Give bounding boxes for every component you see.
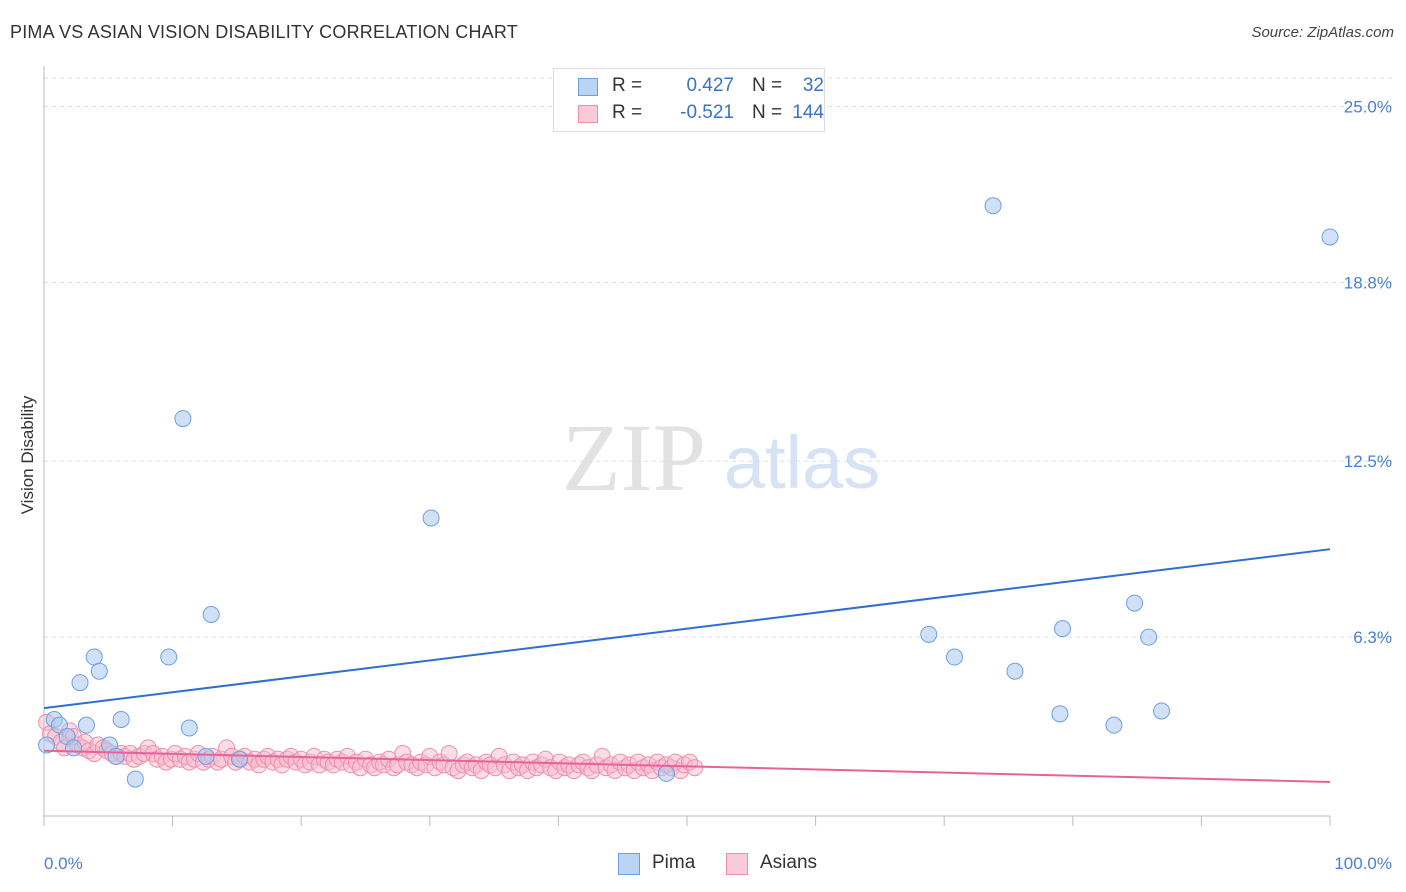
pima-r-label: R = — [612, 75, 643, 96]
pima-point — [1153, 702, 1171, 720]
pima-point — [1054, 620, 1072, 638]
pima-point — [126, 770, 144, 788]
asians-swatch — [578, 105, 598, 123]
pima-n-label: N = — [752, 75, 783, 96]
watermark-atlas: atlas — [724, 421, 880, 504]
y-tick-label: 6.3% — [1353, 628, 1392, 647]
pima-r-value: 0.427 — [686, 75, 734, 96]
pima-point — [920, 625, 938, 643]
pima-n-value: 32 — [802, 75, 824, 96]
pima-point — [90, 662, 108, 680]
correlation-legend: R = 0.427 N = 32 R = -0.521 N = 144 — [553, 68, 825, 132]
asians-trend-line — [43, 749, 1331, 783]
pima-point — [112, 710, 130, 728]
pima-point — [422, 509, 440, 527]
asians-n-label: N = — [752, 102, 783, 123]
y-tick-label: 18.8% — [1344, 273, 1392, 292]
pima-point — [984, 197, 1002, 215]
pima-point — [230, 750, 248, 768]
pima-legend-swatch — [618, 853, 640, 875]
x-tick-label-start: 0.0% — [44, 854, 83, 873]
pima-point — [107, 747, 125, 765]
pima-trend-line — [43, 548, 1331, 710]
pima-point — [1126, 594, 1144, 612]
pima-point — [657, 764, 675, 782]
y-tick-label: 12.5% — [1344, 452, 1392, 471]
x-tick-label-end: 100.0% — [1334, 854, 1392, 873]
pima-point — [38, 736, 56, 754]
pima-point — [71, 674, 89, 692]
asians-legend-swatch — [726, 853, 748, 875]
pima-point — [180, 719, 198, 737]
pima-swatch — [578, 78, 598, 96]
pima-point — [1140, 628, 1158, 646]
source-note: Source: ZipAtlas.com — [1251, 24, 1394, 41]
asians-r-label: R = — [612, 102, 643, 123]
asians-n-value: 144 — [792, 102, 824, 123]
pima-point — [1321, 228, 1339, 246]
pima-point — [160, 648, 178, 666]
pima-point — [1051, 705, 1069, 723]
pima-point — [77, 716, 95, 734]
pima-point — [1006, 662, 1024, 680]
watermark-zip: ZIP — [562, 404, 706, 511]
asians-point — [686, 759, 704, 777]
pima-point — [174, 410, 192, 428]
asians-point — [440, 745, 458, 763]
pima-point — [197, 747, 215, 765]
pima-point — [65, 739, 83, 757]
pima-point — [202, 605, 220, 623]
y-tick-label: 25.0% — [1344, 97, 1392, 116]
asians-r-value: -0.521 — [680, 102, 734, 123]
pima-point — [945, 648, 963, 666]
asians-legend-label: Asians — [760, 852, 818, 873]
chart-title: PIMA VS ASIAN VISION DISABILITY CORRELAT… — [10, 22, 518, 42]
pima-legend-label: Pima — [652, 852, 696, 873]
pima-point — [1105, 716, 1123, 734]
pima-point — [85, 648, 103, 666]
